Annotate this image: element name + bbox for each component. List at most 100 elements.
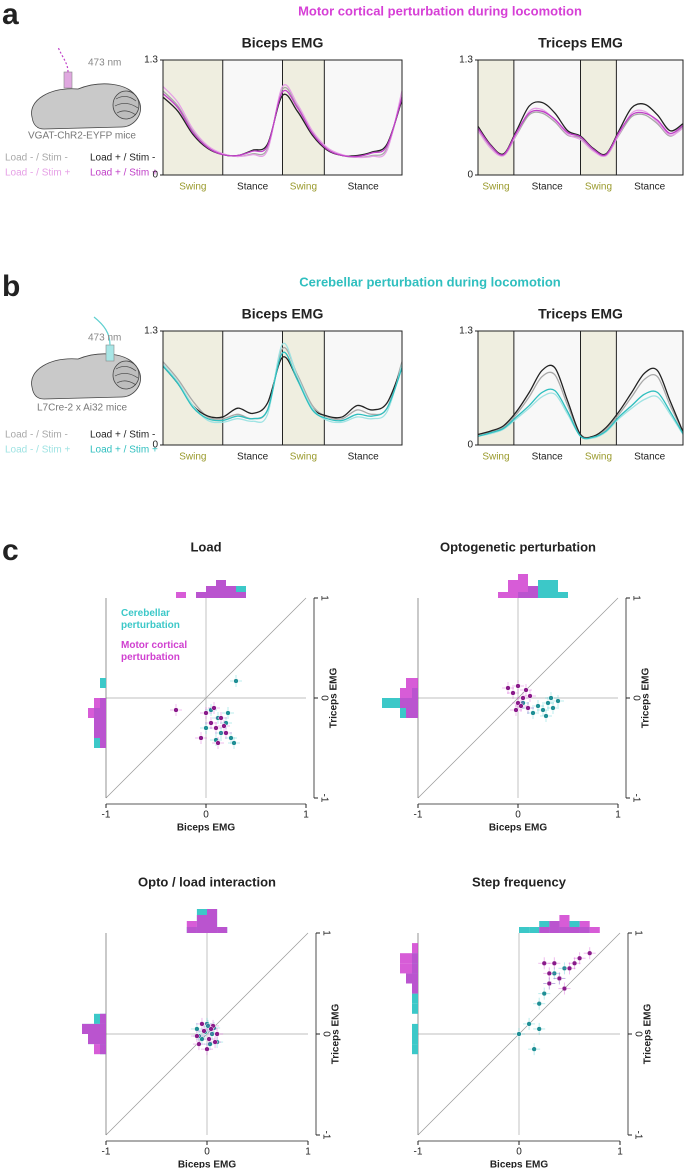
emg-trace <box>477 364 684 439</box>
legend-entry: Load - / Stim + <box>5 445 70 456</box>
y-hist-bar <box>412 1003 418 1014</box>
scatter-point <box>214 1031 220 1037</box>
phase-label: Stance <box>348 182 380 193</box>
x-tick-label: 0 <box>204 1147 210 1158</box>
mouse-line: VGAT-ChR2-EYFP mice <box>28 131 136 142</box>
plot-frame <box>477 330 684 446</box>
x-tick-label: -1 <box>414 810 423 821</box>
scatter-point <box>526 1021 532 1027</box>
phase-band <box>580 60 617 175</box>
y-tick-label: 0 <box>320 1031 331 1037</box>
scatter-point <box>198 735 204 741</box>
scatter-point <box>201 1028 207 1034</box>
x-tick-label: 0 <box>516 1147 522 1158</box>
scatter-point <box>211 705 217 711</box>
phase-label: Stance <box>237 452 269 463</box>
x-hist-bar <box>216 580 226 598</box>
emg-trace <box>477 107 684 158</box>
y-hist-bar <box>406 708 418 718</box>
x-hist-bar <box>558 592 568 598</box>
x-hist-bar <box>236 592 246 598</box>
scatter-point <box>505 685 511 691</box>
phase-label: Swing <box>585 182 612 193</box>
y-hist-bar <box>412 993 418 1004</box>
scatter-point <box>536 1001 542 1007</box>
legend-entry: Load + / Stim - <box>90 430 155 441</box>
phase-band <box>478 331 514 445</box>
laser-label: 473 nm <box>88 333 121 344</box>
y-hist-bar <box>400 688 418 698</box>
scatter-point <box>203 710 209 716</box>
phase-label: Swing <box>482 182 509 193</box>
scatter-point <box>231 740 237 746</box>
y-tick-label: -1 <box>632 1131 643 1140</box>
x-tick-label: -1 <box>414 1147 423 1158</box>
scatter-point <box>173 707 179 713</box>
y-hist-bar <box>100 738 106 748</box>
phase-band <box>513 60 581 175</box>
x-tick-label: 1 <box>305 1147 311 1158</box>
scatter-point <box>555 698 561 704</box>
legend-entry: Motor cortical perturbation <box>121 640 188 663</box>
y-hist-bar <box>100 678 106 688</box>
scatter-point <box>228 735 234 741</box>
phase-label: Stance <box>348 452 380 463</box>
scatter-point <box>541 960 547 966</box>
x-hist-bar <box>539 927 550 933</box>
plot-frame <box>162 59 403 176</box>
scatter-point <box>543 713 549 719</box>
scatter-point <box>223 730 229 736</box>
panel-title: Cerebellar perturbation during locomotio… <box>299 274 561 289</box>
x-hist-bar <box>519 927 530 933</box>
scatter-point <box>527 693 533 699</box>
scatter-point <box>536 1026 542 1032</box>
scatter-point <box>218 715 224 721</box>
scatter-point <box>525 705 531 711</box>
y-hist-bar <box>94 718 106 728</box>
scatter-point <box>208 1026 214 1032</box>
scatter-point <box>215 740 221 746</box>
legend-entry: Load - / Stim + <box>5 168 70 179</box>
y-hist-bar <box>82 1023 106 1034</box>
phase-label: Swing <box>482 452 509 463</box>
phase-label: Stance <box>634 452 666 463</box>
emg-trace <box>162 89 403 158</box>
x-hist-bar <box>528 586 538 598</box>
y-tick-label: 0 <box>630 695 641 701</box>
phase-label: Stance <box>532 182 564 193</box>
x-tick-label: -1 <box>102 810 111 821</box>
x-hist-bar <box>207 909 218 933</box>
chart-title: Step frequency <box>472 874 567 889</box>
phase-label: Swing <box>585 452 612 463</box>
scatter-point <box>530 710 536 716</box>
scatter-point <box>556 975 563 982</box>
scatter-point <box>576 955 583 961</box>
y-hist-bar <box>88 708 106 718</box>
x-axis-label: Biceps EMG <box>489 823 548 834</box>
emg-trace <box>162 356 403 419</box>
x-hist-bar <box>548 580 558 598</box>
x-hist-bar <box>529 927 540 933</box>
legend-entry: Load - / Stim - <box>5 153 68 164</box>
y-tick-label: 1 <box>630 595 641 601</box>
y-tick-label: -1 <box>320 1131 331 1140</box>
scatter-point <box>523 687 529 693</box>
scatter-point <box>196 1041 202 1047</box>
phase-band <box>478 60 514 175</box>
scatter-point <box>221 723 227 729</box>
legend-entry: Load + / Stim + <box>90 168 158 179</box>
scatter-point <box>531 1046 537 1052</box>
scatter-point <box>513 707 519 713</box>
x-tick-label: 1 <box>615 810 621 821</box>
y-hist-bar <box>88 1034 106 1045</box>
scatter-point <box>233 678 239 684</box>
y-axis-label: Triceps EMG <box>641 667 652 728</box>
scatter-point <box>194 1026 200 1032</box>
scatter-point <box>520 695 526 701</box>
laser-label: 473 nm <box>88 58 121 69</box>
y-tick-label: 1 <box>632 930 643 936</box>
emg-trace <box>162 93 403 157</box>
y-tick-label: 0 <box>152 170 158 181</box>
